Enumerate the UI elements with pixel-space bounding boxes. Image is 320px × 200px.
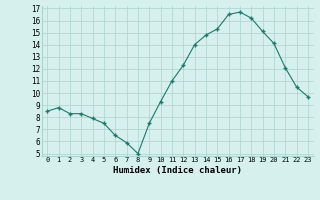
- X-axis label: Humidex (Indice chaleur): Humidex (Indice chaleur): [113, 166, 242, 175]
